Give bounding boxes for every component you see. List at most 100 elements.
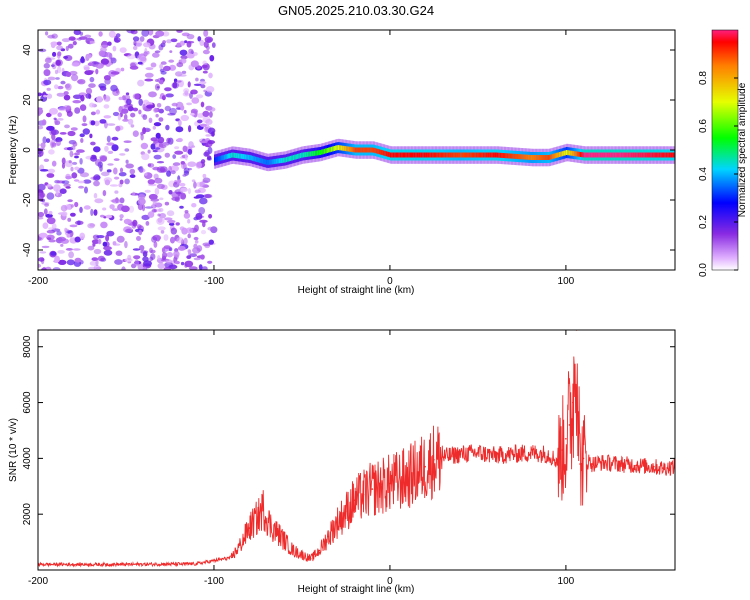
- ridge-core: [630, 152, 633, 158]
- ridge-core: [249, 155, 252, 160]
- noise-blob: [46, 217, 56, 225]
- noise-blob: [172, 162, 181, 166]
- noise-blob: [176, 30, 183, 33]
- noise-blob: [154, 83, 160, 91]
- noise-blob: [209, 111, 213, 118]
- noise-blob: [111, 198, 121, 204]
- noise-blob: [50, 41, 58, 47]
- noise-blob: [125, 159, 129, 164]
- ridge-core: [564, 150, 567, 156]
- noise-blob: [168, 59, 175, 63]
- noise-blob: [119, 218, 123, 221]
- snr-data-point: [362, 493, 365, 496]
- noise-blob: [147, 163, 155, 168]
- noise-blob: [54, 84, 59, 90]
- ridge-core: [603, 152, 606, 158]
- ridge-core: [634, 152, 637, 158]
- ridge-core: [394, 152, 397, 158]
- noise-blob: [163, 266, 171, 270]
- noise-blob: [179, 205, 184, 209]
- ridge-core: [461, 152, 464, 158]
- noise-blob: [51, 133, 56, 141]
- ridge-core: [237, 153, 240, 159]
- noise-blob: [144, 72, 154, 78]
- noise-blob: [63, 105, 72, 110]
- noise-blob: [166, 252, 173, 258]
- ridge-core: [357, 147, 360, 153]
- noise-blob: [156, 161, 165, 164]
- noise-blob: [165, 93, 174, 98]
- noise-blob: [193, 83, 202, 87]
- ridge-core: [236, 153, 239, 159]
- noise-blob: [104, 145, 109, 152]
- noise-blob: [157, 262, 165, 269]
- noise-blob: [93, 209, 98, 216]
- noise-blob: [57, 51, 62, 57]
- noise-blob: [54, 118, 58, 126]
- noise-blob: [74, 257, 82, 263]
- noise-blob: [38, 125, 44, 130]
- noise-blob: [46, 184, 52, 188]
- ridge-core: [560, 151, 563, 157]
- snr-data-point: [353, 499, 356, 502]
- ridge-core: [275, 158, 278, 164]
- noise-blob: [145, 67, 154, 71]
- ridge-core: [550, 154, 553, 160]
- ridge-core: [665, 152, 668, 158]
- snr-data-point: [239, 544, 242, 546]
- snr-data-point: [441, 456, 444, 458]
- noise-blob: [106, 169, 112, 173]
- snr-data-point: [653, 465, 655, 468]
- noise-blob: [168, 190, 173, 195]
- noise-blob: [113, 37, 121, 43]
- snr-data-point: [582, 457, 585, 460]
- noise-blob: [121, 108, 129, 114]
- snr-data-point: [345, 510, 347, 513]
- noise-blob: [90, 156, 98, 162]
- noise-blob: [189, 253, 197, 258]
- chart-title: GN05.2025.210.03.30.G24: [278, 3, 434, 18]
- ridge-core: [218, 156, 221, 162]
- ridge-core: [640, 152, 643, 158]
- ridge-core: [284, 157, 287, 163]
- snr-data-point: [371, 488, 374, 490]
- ridge-core: [377, 148, 380, 154]
- noise-blob: [148, 91, 157, 98]
- noise-blob: [85, 93, 92, 99]
- noise-blob: [190, 108, 198, 114]
- noise-blob: [46, 87, 51, 91]
- ridge-core: [515, 153, 518, 159]
- ridge-core: [594, 152, 597, 158]
- noise-blob: [66, 259, 75, 266]
- noise-blob: [95, 68, 99, 75]
- noise-blob: [197, 36, 202, 42]
- ridge-core: [581, 152, 584, 158]
- x-tick-label: -100: [204, 576, 224, 587]
- noise-blob: [56, 45, 64, 51]
- ridge-core: [339, 145, 342, 151]
- ridge-core: [653, 152, 656, 158]
- noise-blob: [107, 163, 114, 166]
- ridge-core: [401, 152, 404, 158]
- snr-frame: [37, 329, 676, 571]
- noise-blob: [187, 161, 197, 167]
- noise-blob: [42, 222, 49, 229]
- noise-blob: [97, 161, 104, 168]
- ridge-core: [602, 152, 605, 158]
- noise-blob: [184, 153, 188, 161]
- noise-blob: [138, 98, 143, 106]
- noise-blob: [80, 172, 89, 178]
- noise-blob: [210, 131, 215, 137]
- ridge-core: [496, 152, 499, 158]
- ridge-core: [433, 152, 436, 158]
- ridge-core: [233, 152, 236, 158]
- noise-blob: [203, 30, 209, 37]
- noise-blob: [115, 250, 123, 256]
- noise-blob: [86, 40, 90, 44]
- ridge-core: [557, 152, 560, 158]
- ridge-core: [440, 152, 443, 158]
- noise-blob: [140, 133, 144, 141]
- ridge-core: [432, 152, 435, 158]
- ridge-core: [344, 146, 347, 152]
- noise-blob: [195, 212, 203, 220]
